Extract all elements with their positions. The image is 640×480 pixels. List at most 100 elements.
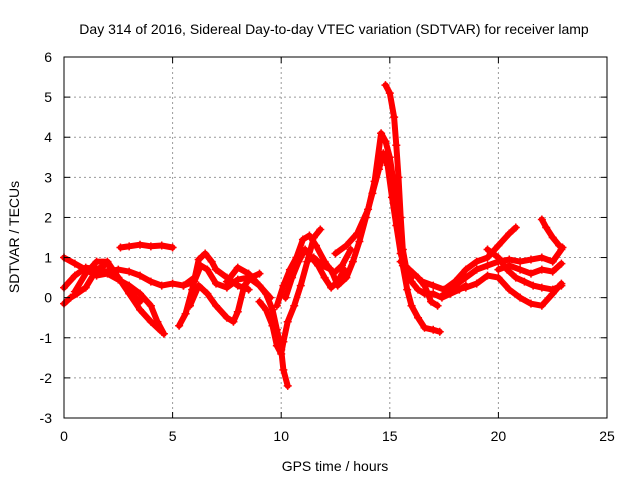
data-point	[125, 289, 134, 298]
data-point	[190, 277, 199, 286]
data-point	[81, 283, 90, 292]
data-point	[233, 263, 242, 272]
data-point	[316, 225, 325, 234]
plot-frame	[63, 56, 608, 419]
chart-title: Day 314 of 2016, Sidereal Day-to-day VTE…	[79, 21, 589, 37]
data-point	[381, 137, 390, 146]
y-tick-label: 4	[44, 129, 52, 145]
data-point	[494, 265, 503, 274]
data-point	[407, 301, 416, 310]
data-point	[272, 301, 281, 310]
series-track-17	[419, 224, 519, 293]
x-tick-label: 25	[599, 428, 615, 444]
data-point	[294, 257, 303, 266]
data-point	[414, 313, 423, 322]
data-point	[537, 253, 546, 262]
data-point	[472, 265, 481, 274]
data-point	[516, 293, 525, 302]
data-point	[505, 229, 514, 238]
data-point	[557, 259, 566, 268]
data-point	[70, 287, 79, 296]
data-point	[461, 273, 470, 282]
data-point	[494, 253, 503, 262]
data-point	[494, 241, 503, 250]
y-tick-label: -2	[40, 370, 53, 386]
data-point	[407, 277, 416, 286]
data-point	[157, 241, 166, 250]
data-point	[405, 265, 414, 274]
data-point	[116, 243, 125, 252]
data-point	[385, 89, 394, 98]
data-point	[279, 281, 288, 290]
data-point	[403, 285, 412, 294]
tick-label-layer: 0 5 10 15 20 25 -3 -2 -1 0 1 2 3 4 5 6	[40, 49, 615, 444]
data-point	[222, 313, 231, 322]
data-point	[542, 223, 551, 232]
series-layer	[60, 81, 567, 390]
data-point	[303, 257, 312, 266]
data-point	[526, 269, 535, 278]
data-point	[364, 205, 373, 214]
data-point	[427, 297, 436, 306]
x-tick-label: 5	[169, 428, 177, 444]
data-point	[261, 305, 270, 314]
data-point	[168, 243, 177, 252]
data-point	[548, 267, 557, 276]
data-point	[240, 281, 249, 290]
data-point	[505, 285, 514, 294]
data-point	[146, 301, 155, 310]
data-point	[483, 271, 492, 280]
data-point	[342, 241, 351, 250]
data-point	[81, 269, 90, 278]
y-tick-label: 0	[44, 290, 52, 306]
x-tick-label: 15	[382, 428, 398, 444]
data-point	[114, 273, 123, 282]
x-tick-label: 20	[491, 428, 507, 444]
data-point	[505, 261, 514, 270]
data-point	[196, 261, 205, 270]
data-point	[194, 255, 203, 264]
data-point	[181, 309, 190, 318]
data-point	[483, 245, 492, 254]
data-point	[320, 273, 329, 282]
data-point	[233, 307, 242, 316]
data-point	[420, 323, 429, 332]
data-point	[290, 301, 299, 310]
data-point	[396, 213, 405, 222]
data-point	[548, 257, 557, 266]
data-point	[472, 279, 481, 288]
data-point	[558, 243, 567, 252]
y-tick-label: 3	[44, 169, 52, 185]
data-point	[433, 301, 442, 310]
data-point	[318, 261, 327, 270]
data-point	[203, 289, 212, 298]
data-point	[185, 301, 194, 310]
data-point	[212, 301, 221, 310]
data-point	[483, 261, 492, 270]
data-point	[255, 297, 264, 306]
data-point	[548, 233, 557, 242]
data-point	[537, 283, 546, 292]
data-point	[279, 365, 288, 374]
data-point	[175, 321, 184, 330]
data-point	[394, 173, 403, 182]
data-point	[212, 279, 221, 288]
data-point	[346, 245, 355, 254]
data-point	[136, 305, 145, 314]
data-point	[301, 245, 310, 254]
data-point	[529, 281, 538, 290]
series-track-14	[332, 130, 443, 335]
data-point	[229, 317, 238, 326]
data-point	[472, 257, 481, 266]
data-point	[168, 279, 177, 288]
data-point	[537, 301, 546, 310]
data-point	[414, 285, 423, 294]
data-point	[414, 273, 423, 282]
y-tick-label: 6	[44, 49, 52, 65]
data-point	[92, 257, 101, 266]
data-point	[279, 337, 288, 346]
data-point	[440, 289, 449, 298]
data-point	[348, 257, 357, 266]
data-point	[511, 223, 520, 232]
data-point	[92, 265, 101, 274]
